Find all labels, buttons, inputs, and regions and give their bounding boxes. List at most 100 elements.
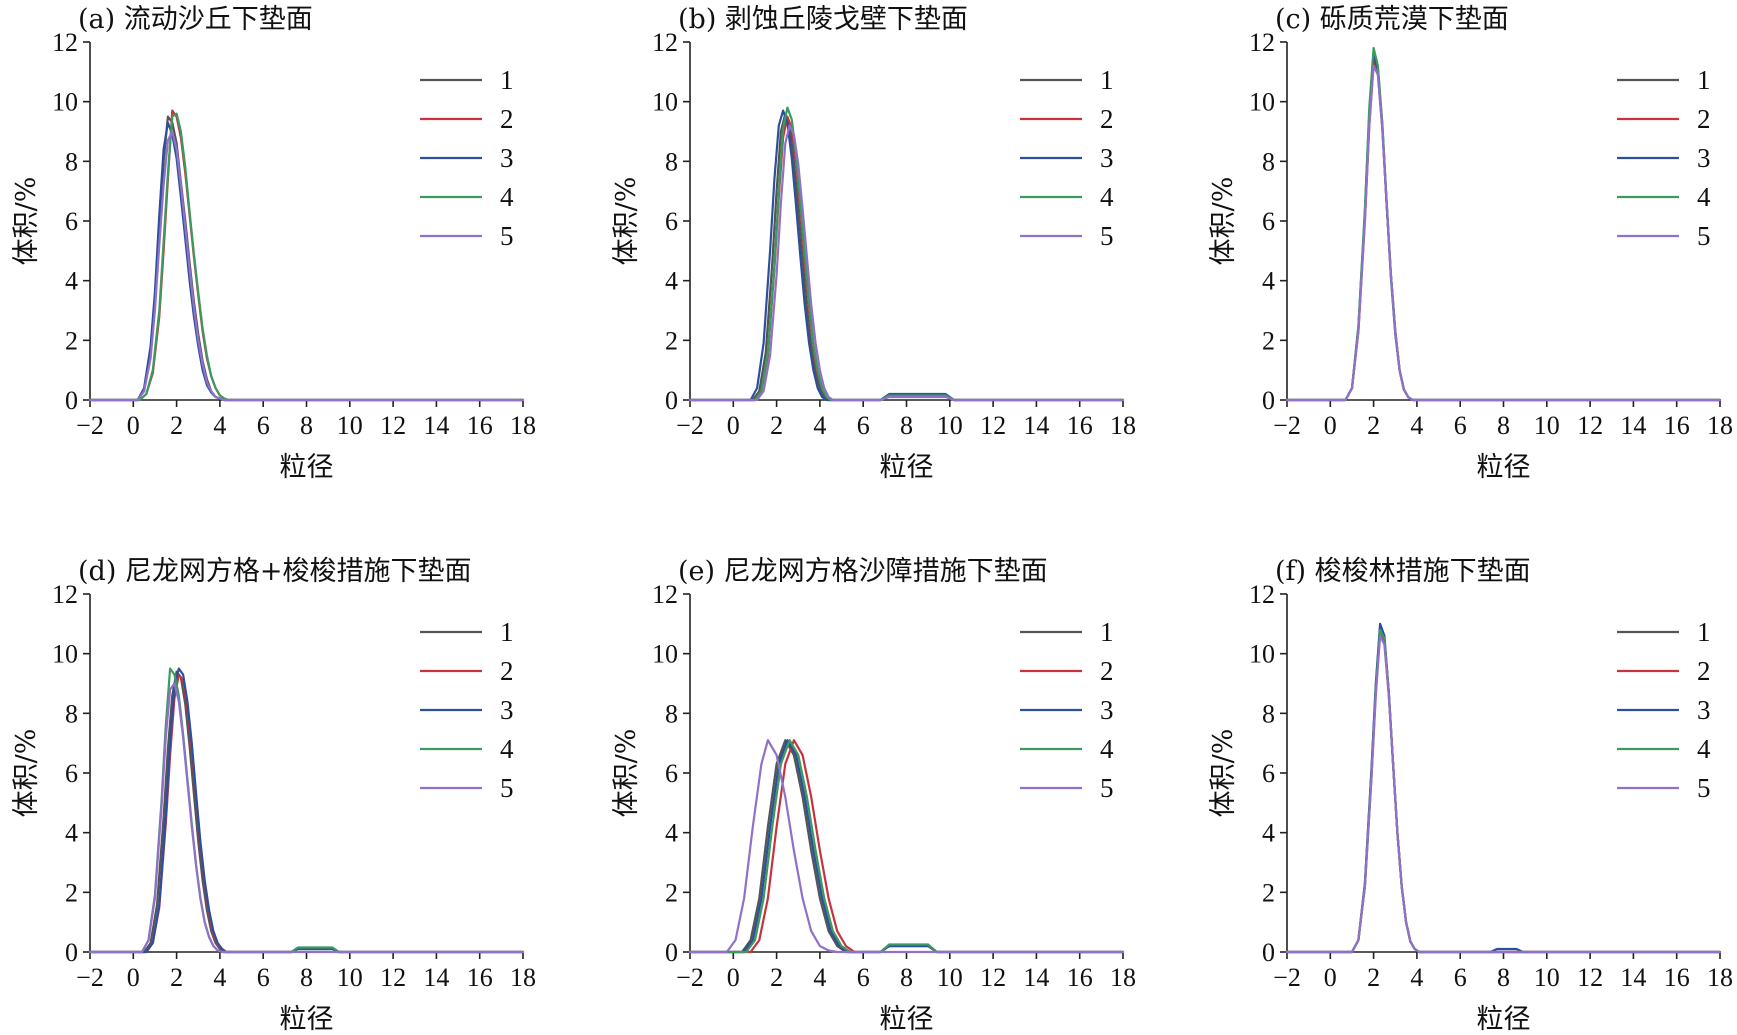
x-tick-label: 2 (170, 963, 183, 992)
legend-label: 5 (500, 773, 514, 803)
y-tick-label: 10 (52, 88, 78, 117)
y-tick-label: 6 (665, 759, 678, 788)
series-line-1 (1285, 625, 1722, 954)
x-tick-label: 14 (1620, 411, 1646, 440)
legend-label: 2 (1697, 656, 1711, 686)
x-tick-label: 16 (1067, 963, 1093, 992)
y-tick-label: 12 (652, 28, 678, 57)
legend-label: 5 (1100, 773, 1114, 803)
x-tick-label: 6 (1454, 963, 1467, 992)
y-tick-label: 4 (65, 819, 78, 848)
x-axis-title: 粒径 (880, 1004, 934, 1035)
x-axis-title: 粒径 (880, 452, 934, 483)
y-tick-label: 2 (65, 326, 78, 355)
y-tick-label: 0 (65, 938, 78, 967)
x-tick-label: −2 (676, 411, 704, 440)
series-line-4 (1285, 628, 1722, 954)
legend-label: 2 (1697, 104, 1711, 134)
legend-label: 3 (1697, 695, 1711, 725)
x-tick-label: 4 (213, 963, 226, 992)
chart-title: (e) 尼龙网方格沙障措施下垫面 (678, 556, 1048, 587)
y-tick-label: 4 (65, 267, 78, 296)
y-tick-label: 8 (665, 147, 678, 176)
x-tick-label: 18 (1707, 411, 1733, 440)
x-tick-label: 2 (1367, 963, 1380, 992)
series-line-3 (688, 739, 1125, 954)
y-tick-label: 6 (665, 207, 678, 236)
series-line-4 (88, 667, 525, 954)
legend-label: 3 (1100, 695, 1114, 725)
y-tick-label: 4 (665, 267, 678, 296)
chart-title: (a) 流动沙丘下垫面 (78, 4, 313, 35)
y-tick-label: 12 (52, 28, 78, 57)
legend-label: 4 (500, 734, 514, 764)
legend-label: 4 (1100, 182, 1114, 212)
series-line-5 (88, 682, 525, 954)
y-tick-label: 4 (1262, 819, 1275, 848)
x-tick-label: 8 (300, 411, 313, 440)
y-tick-label: 10 (1249, 640, 1275, 669)
legend-label: 2 (500, 656, 514, 686)
x-tick-label: 10 (337, 411, 363, 440)
x-tick-label: −2 (1273, 963, 1301, 992)
legend-label: 2 (1100, 656, 1114, 686)
x-tick-label: 10 (1534, 411, 1560, 440)
legend-label: 1 (1697, 65, 1711, 95)
series-line-1 (688, 112, 1125, 402)
series-line-1 (88, 670, 525, 954)
legend-label: 4 (1697, 734, 1711, 764)
chart-title: (f) 梭梭林措施下垫面 (1275, 556, 1531, 587)
series-line-3 (88, 667, 525, 954)
legend-label: 4 (1100, 734, 1114, 764)
legend-label: 3 (1697, 143, 1711, 173)
x-tick-label: 18 (510, 963, 536, 992)
series-line-5 (88, 130, 525, 402)
x-tick-label: −2 (76, 963, 104, 992)
x-tick-label: 18 (510, 411, 536, 440)
y-tick-label: 4 (665, 819, 678, 848)
x-tick-label: 0 (1324, 963, 1337, 992)
x-tick-label: 0 (127, 963, 140, 992)
series-line-2 (1285, 61, 1722, 402)
y-axis-title: 体积/% (1208, 177, 1239, 266)
x-tick-label: 0 (727, 411, 740, 440)
x-tick-label: 6 (1454, 411, 1467, 440)
y-axis-title: 体积/% (611, 729, 642, 818)
y-tick-label: 2 (65, 878, 78, 907)
x-axis-title: 粒径 (280, 1004, 334, 1035)
y-tick-label: 10 (652, 640, 678, 669)
y-tick-label: 12 (52, 580, 78, 609)
series-line-5 (688, 124, 1125, 402)
y-tick-label: 8 (665, 699, 678, 728)
y-tick-label: 10 (52, 640, 78, 669)
y-tick-label: 2 (1262, 878, 1275, 907)
series-line-4 (688, 106, 1125, 402)
series-line-2 (688, 115, 1125, 402)
series-line-3 (688, 109, 1125, 402)
x-tick-label: 10 (1534, 963, 1560, 992)
series-line-4 (1285, 46, 1722, 402)
x-tick-label: 6 (857, 963, 870, 992)
x-tick-label: 0 (727, 963, 740, 992)
y-tick-label: 2 (665, 878, 678, 907)
y-tick-label: 8 (1262, 147, 1275, 176)
x-tick-label: 0 (1324, 411, 1337, 440)
x-axis-title: 粒径 (1477, 1004, 1531, 1035)
x-tick-label: 10 (337, 963, 363, 992)
y-axis-title: 体积/% (11, 729, 42, 818)
y-tick-label: 0 (65, 386, 78, 415)
x-tick-label: 16 (1067, 411, 1093, 440)
y-axis-title: 体积/% (1208, 729, 1239, 818)
x-tick-label: 16 (1664, 963, 1690, 992)
chart-title: (c) 砾质荒漠下垫面 (1275, 4, 1509, 35)
y-tick-label: 8 (1262, 699, 1275, 728)
x-tick-label: 10 (937, 963, 963, 992)
y-tick-label: 0 (1262, 938, 1275, 967)
x-tick-label: 2 (770, 411, 783, 440)
y-tick-label: 0 (1262, 386, 1275, 415)
y-tick-label: 12 (652, 580, 678, 609)
x-tick-label: 12 (380, 411, 406, 440)
series-line-1 (1285, 55, 1722, 402)
